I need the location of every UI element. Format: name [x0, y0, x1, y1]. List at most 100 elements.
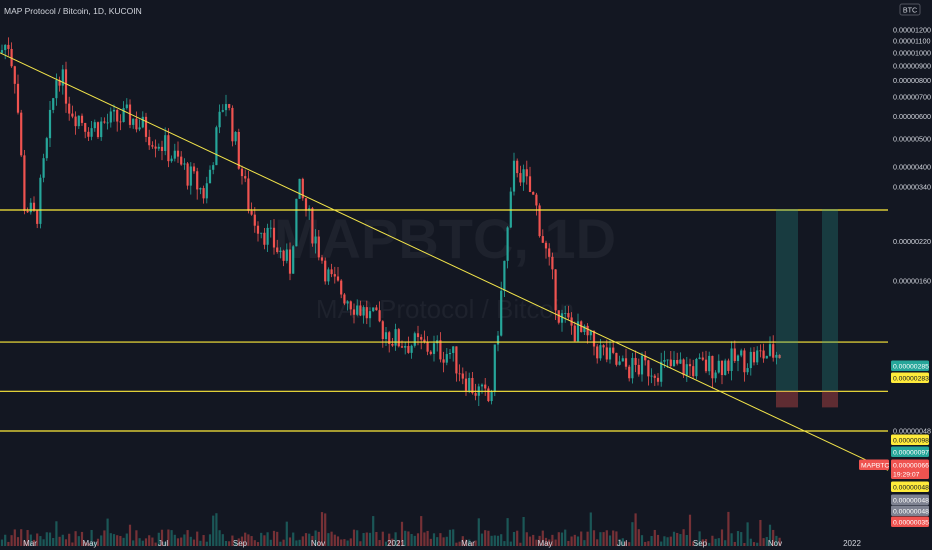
candle-body [272, 227, 276, 248]
volume-bar [356, 530, 359, 546]
time-axis[interactable]: Mar May Jul Sep Nov 2021 Mar May Jul Sep Nov 2022 [23, 539, 861, 548]
volume-bar [644, 541, 647, 546]
volume-bar [592, 530, 596, 546]
volume-bar [464, 539, 468, 546]
volume-bar [695, 542, 698, 546]
volume-bar [295, 540, 298, 546]
volume-bar [221, 534, 224, 546]
volume-bar [336, 536, 340, 546]
volume-bar [205, 541, 208, 546]
candle-body [676, 359, 679, 364]
volume-bar [263, 535, 266, 546]
candle-body [144, 116, 148, 137]
candle-body [324, 260, 327, 282]
time-axis-label: Jul [617, 539, 627, 548]
candle-body [29, 202, 32, 213]
volume-bar [61, 534, 64, 546]
candle-body [327, 269, 330, 282]
price-axis-label: 0.00000500 [893, 135, 931, 144]
candle-body [544, 242, 548, 249]
volume-bar [109, 533, 112, 546]
candle-body [714, 372, 717, 379]
candle-body [263, 232, 266, 245]
candle-body [52, 98, 55, 110]
candle-body [720, 360, 724, 376]
price-tag [891, 360, 929, 371]
candle-body [48, 109, 52, 139]
volume-bar [647, 541, 650, 546]
volume-bar [720, 529, 724, 546]
candle-body [413, 333, 416, 346]
candle-body [532, 192, 535, 195]
volume-bar [564, 529, 567, 546]
volume-bar [16, 537, 20, 546]
candle-body [775, 354, 778, 358]
volume-bar [685, 534, 688, 546]
volume-bar [340, 539, 343, 546]
volume-bar [157, 532, 160, 546]
projection-profit-zone[interactable] [776, 209, 798, 392]
candle-body [141, 116, 144, 128]
candle-body [384, 332, 388, 340]
volume-bar [384, 541, 388, 546]
volume-bar [420, 516, 423, 546]
horizontal-levels[interactable] [0, 209, 888, 432]
candle-body [330, 269, 333, 275]
candle-body [23, 155, 26, 211]
volume-bar [253, 540, 256, 546]
candle-body [663, 360, 666, 362]
candle-body [170, 158, 173, 162]
candle-body [356, 305, 359, 315]
candle-body [762, 350, 765, 359]
candle-body [26, 210, 29, 213]
candle-body [493, 344, 496, 392]
candle-body [528, 176, 532, 193]
volume-bar [762, 538, 765, 546]
candle-body [698, 357, 701, 359]
volume-bar [148, 535, 151, 546]
projection-loss-zone[interactable] [822, 391, 838, 408]
projection-profit-zone[interactable] [822, 209, 838, 392]
candle-body [244, 176, 247, 179]
candle-body [458, 373, 461, 375]
time-axis-label: May [82, 539, 97, 548]
volume-bar [631, 522, 634, 546]
projection-loss-zone[interactable] [776, 391, 798, 408]
price-axis-label: 0.00001100 [893, 36, 930, 45]
candle-body [122, 108, 125, 123]
volume-bar [192, 539, 196, 546]
candle-body [368, 311, 372, 319]
currency-badge[interactable]: BTC [899, 3, 921, 16]
volume-bar [608, 535, 612, 546]
candle-body [394, 329, 397, 346]
price-axis-label: 0.00000400 [893, 162, 931, 171]
volume-bar [96, 538, 100, 546]
volume-bar [778, 537, 781, 546]
candle-body [410, 345, 413, 353]
candle-body [496, 335, 500, 345]
volume-bar [292, 532, 295, 546]
candle-body [656, 377, 660, 382]
candle-body [340, 280, 343, 295]
volume-bar [320, 512, 324, 546]
long-position-tool[interactable] [776, 209, 838, 408]
volume-bar [167, 529, 170, 546]
candle-body [84, 122, 87, 132]
volume-bar [391, 538, 394, 546]
candle-body [282, 250, 285, 261]
volume-bar [714, 538, 717, 546]
trendline[interactable] [0, 52, 889, 471]
candle-body [432, 343, 436, 354]
candle-body [736, 355, 740, 362]
candle-body [445, 354, 448, 363]
candle-body [471, 377, 474, 394]
candle-body [224, 104, 228, 111]
volume-bar [653, 529, 656, 546]
volume-bar [212, 515, 215, 546]
volume-bar [743, 542, 746, 546]
candle-body [628, 366, 631, 379]
candle-body [621, 358, 624, 362]
